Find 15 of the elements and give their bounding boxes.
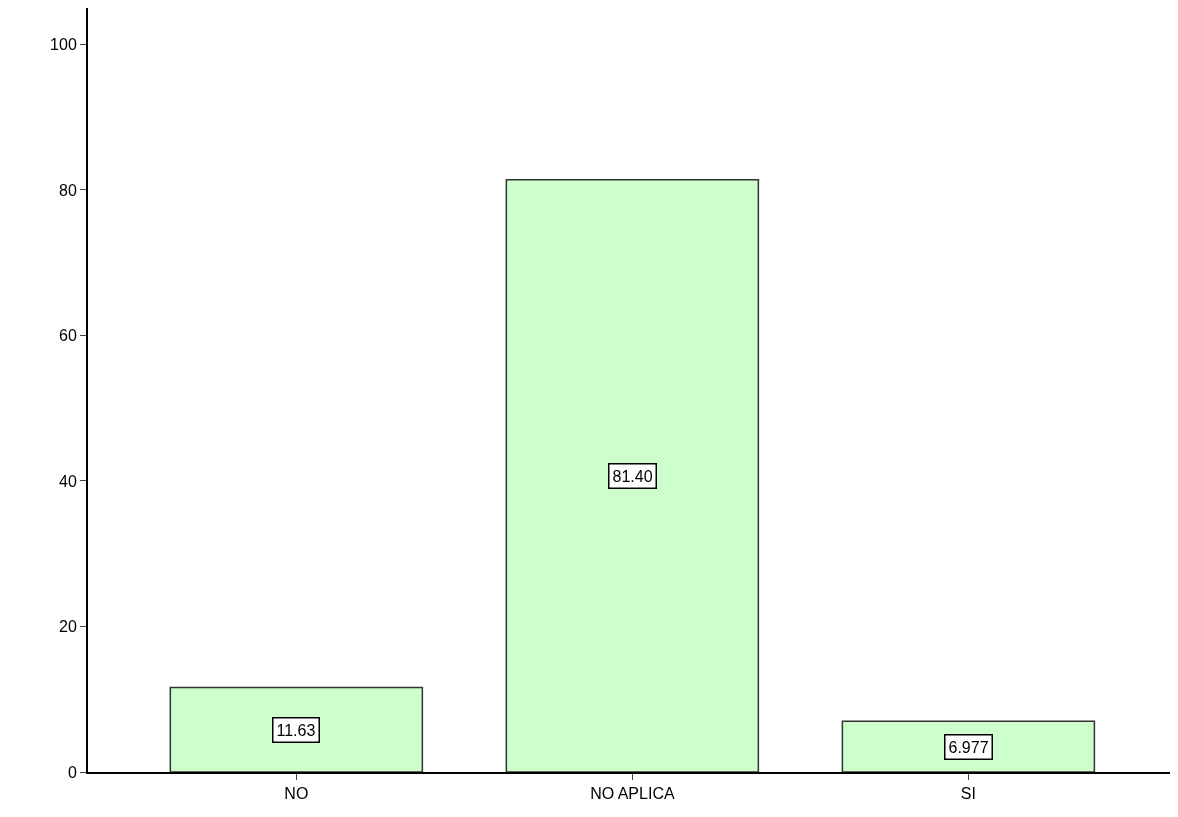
- data-label: 81.40: [612, 467, 653, 485]
- y-tick-label: 60: [59, 327, 77, 345]
- data-label: 11.63: [276, 721, 316, 739]
- y-tick-label: 80: [59, 181, 77, 199]
- y-tick-label: 40: [59, 472, 77, 490]
- y-tick-label: 100: [50, 35, 77, 53]
- x-tick-label: SI: [960, 785, 976, 803]
- y-tick-label: 20: [59, 618, 77, 636]
- bar: [841, 720, 1096, 772]
- bar: [505, 178, 760, 772]
- x-tick-label: NO: [284, 785, 309, 803]
- x-tick-label: NO APLICA: [590, 785, 675, 803]
- y-tick-label: 0: [67, 763, 77, 781]
- data-label: 6.977: [948, 738, 989, 756]
- bar: [169, 686, 424, 772]
